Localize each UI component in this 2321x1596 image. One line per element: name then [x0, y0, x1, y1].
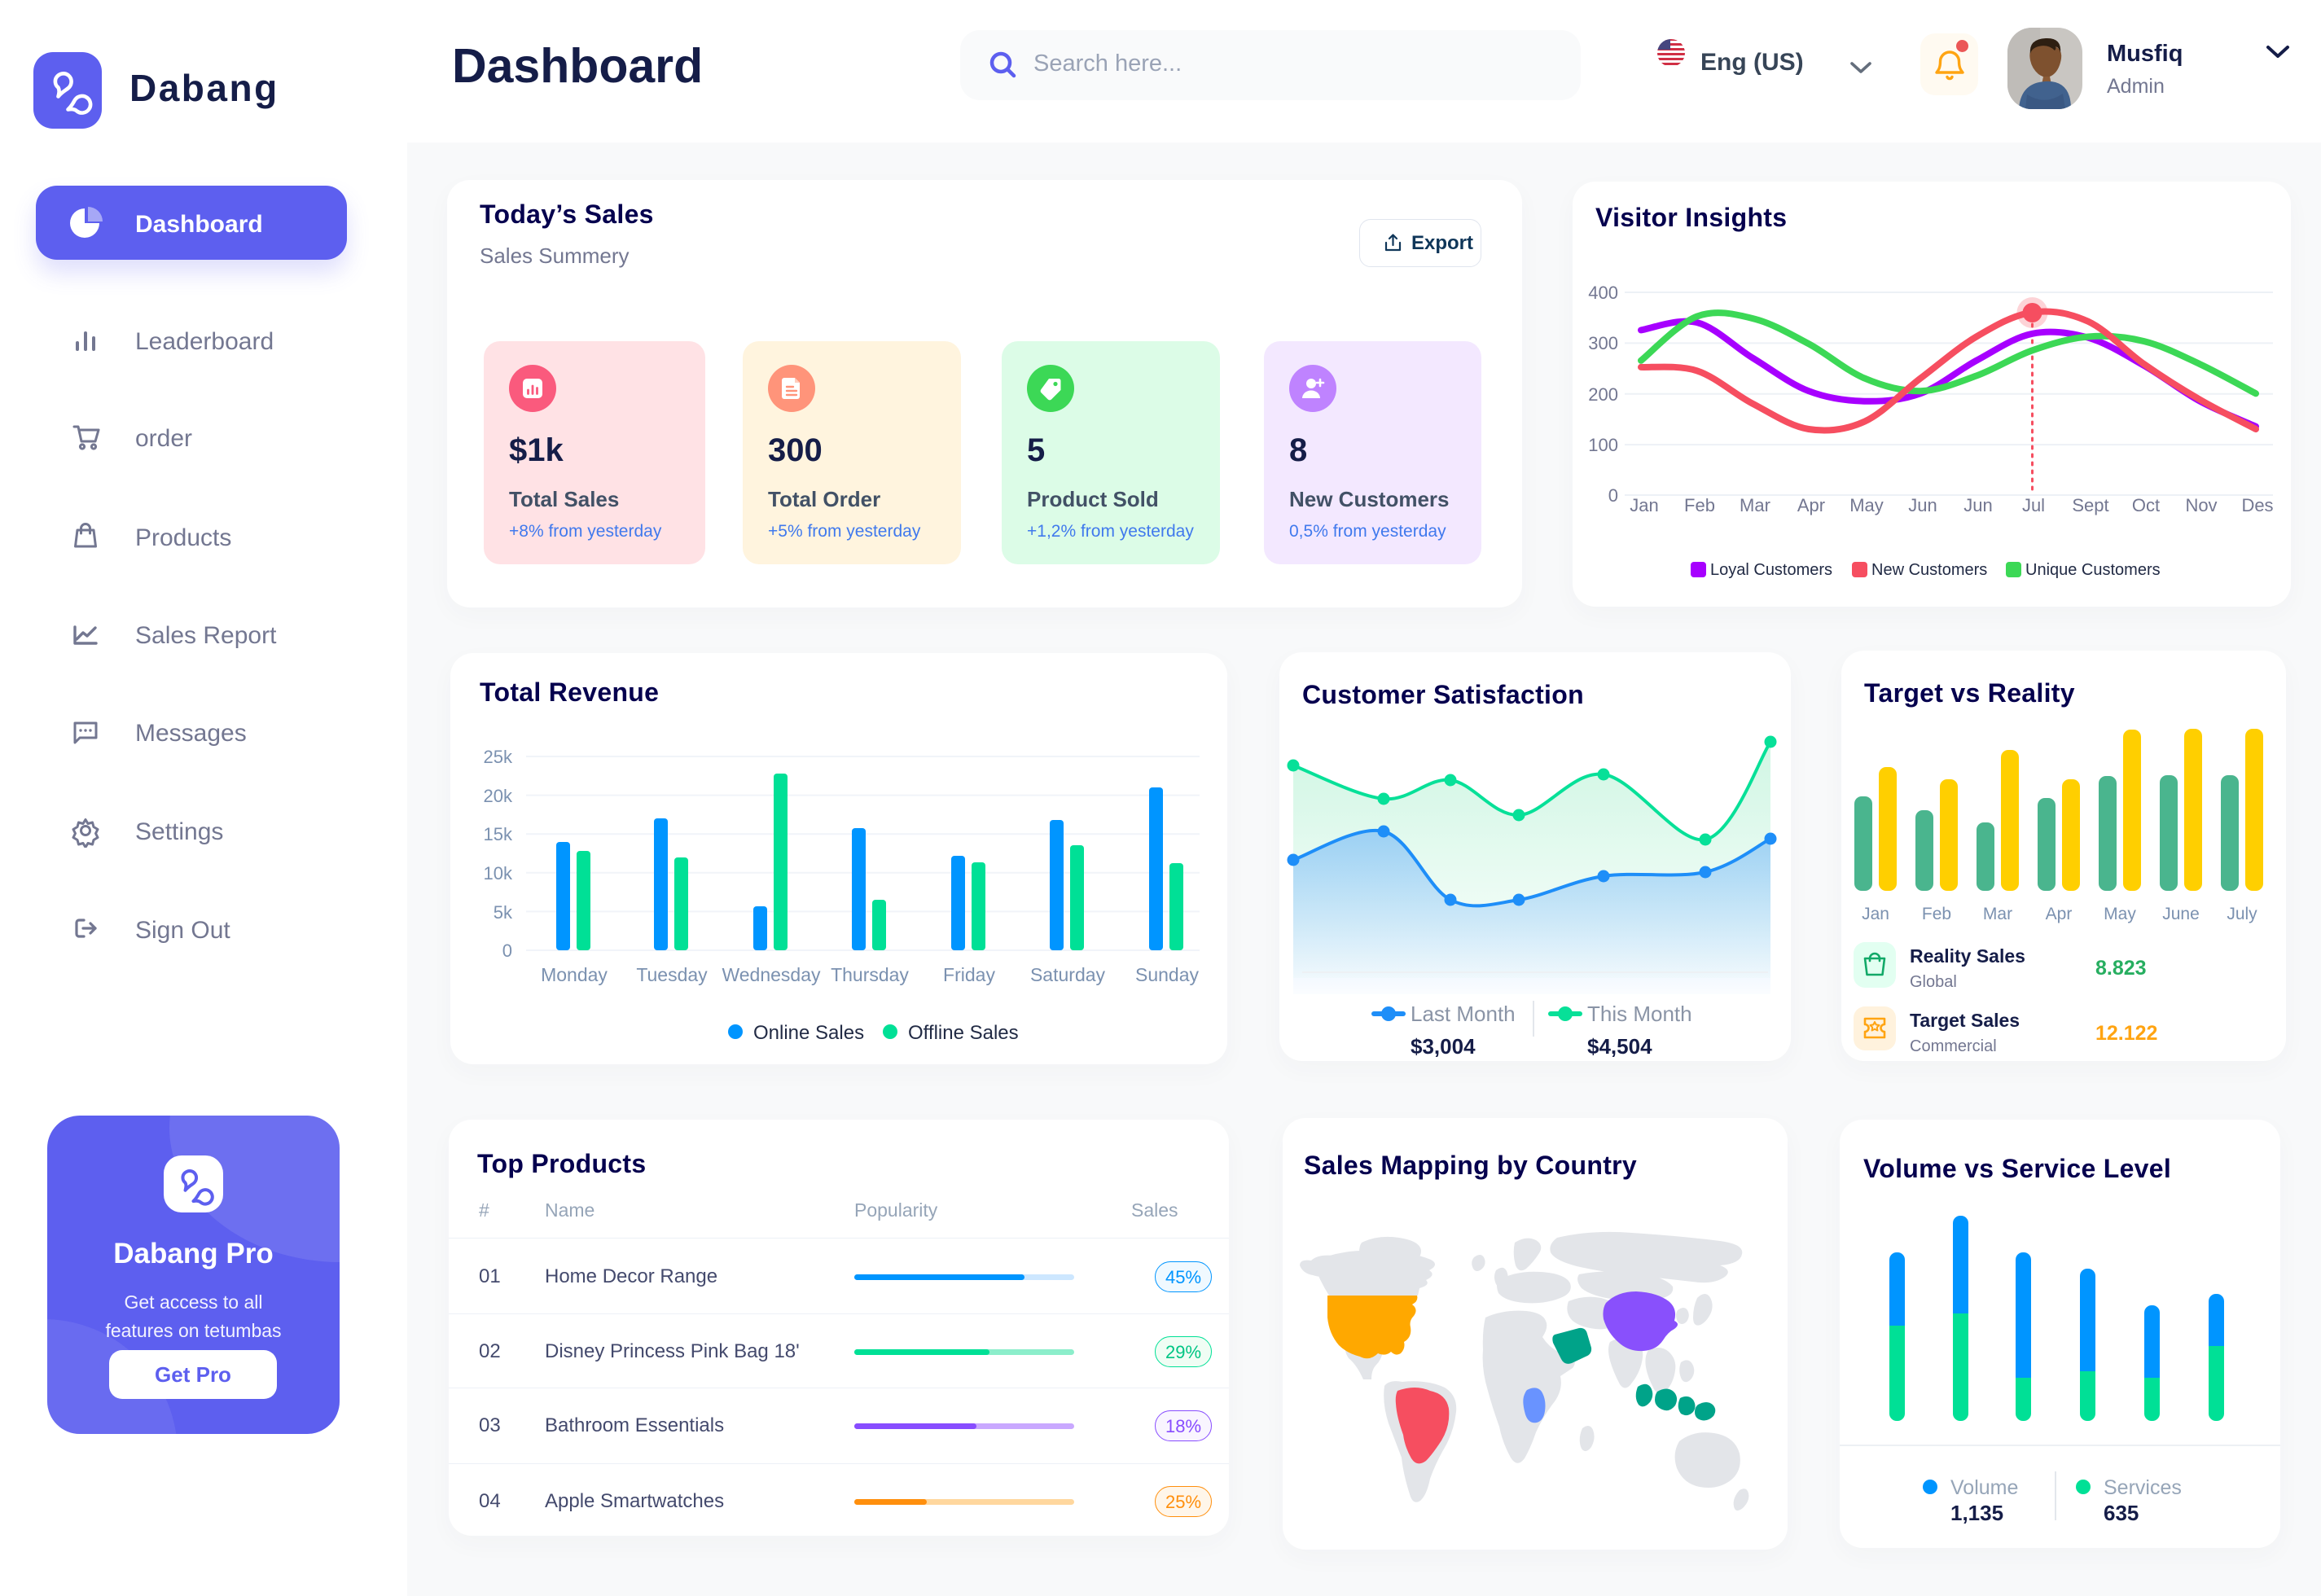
svg-text:Jun: Jun	[1908, 495, 1937, 515]
svg-text:5k: 5k	[494, 902, 513, 923]
svg-text:Des: Des	[2241, 495, 2273, 515]
svg-text:Mar: Mar	[1983, 905, 2012, 923]
svg-text:20k: 20k	[484, 786, 513, 806]
svg-text:Monday: Monday	[541, 964, 608, 985]
svg-text:May: May	[2104, 905, 2136, 923]
svg-text:Volume: Volume	[1950, 1476, 2018, 1499]
svg-text:15k: 15k	[484, 824, 513, 844]
svg-text:400: 400	[1588, 283, 1618, 303]
svg-text:Jun: Jun	[1963, 495, 1992, 515]
svg-text:Offline Sales: Offline Sales	[908, 1022, 1019, 1044]
svg-text:$4,504: $4,504	[1587, 1034, 1652, 1059]
svg-text:Jul: Jul	[2022, 495, 2045, 515]
svg-text:300: 300	[1588, 333, 1618, 353]
svg-text:100: 100	[1588, 435, 1618, 455]
svg-text:1,135: 1,135	[1950, 1501, 2003, 1525]
svg-text:This Month: This Month	[1587, 1002, 1692, 1026]
svg-text:Last Month: Last Month	[1411, 1002, 1516, 1026]
svg-text:Services: Services	[2104, 1476, 2182, 1499]
svg-text:25k: 25k	[484, 747, 513, 767]
svg-text:8.823: 8.823	[2095, 957, 2147, 980]
svg-text:Wednesday: Wednesday	[722, 964, 821, 985]
svg-text:Global: Global	[1910, 973, 1957, 991]
svg-text:Jan: Jan	[1630, 495, 1658, 515]
svg-text:Saturday: Saturday	[1030, 964, 1106, 985]
svg-text:June: June	[2162, 905, 2200, 923]
svg-text:Feb: Feb	[1922, 905, 1951, 923]
svg-text:Apr: Apr	[2046, 905, 2073, 923]
svg-text:Sept: Sept	[2072, 495, 2108, 515]
svg-text:Oct: Oct	[2132, 495, 2160, 515]
svg-text:Thursday: Thursday	[831, 964, 909, 985]
svg-text:Loyal Customers: Loyal Customers	[1710, 561, 1832, 579]
svg-text:200: 200	[1588, 384, 1618, 405]
svg-text:Online Sales: Online Sales	[753, 1022, 864, 1044]
svg-text:Commercial: Commercial	[1910, 1037, 1997, 1055]
svg-text:635: 635	[2104, 1501, 2139, 1525]
svg-text:Sunday: Sunday	[1135, 964, 1200, 985]
svg-text:Apr: Apr	[1797, 495, 1825, 515]
svg-text:0: 0	[502, 940, 512, 961]
svg-text:Reality Sales: Reality Sales	[1910, 945, 2025, 967]
svg-text:Unique Customers: Unique Customers	[2025, 561, 2161, 579]
svg-text:0: 0	[1608, 485, 1618, 506]
svg-text:Feb: Feb	[1684, 495, 1715, 515]
svg-text:May: May	[1849, 495, 1884, 515]
svg-text:$3,004: $3,004	[1411, 1034, 1476, 1059]
svg-text:Jan: Jan	[1862, 905, 1889, 923]
svg-text:Mar: Mar	[1740, 495, 1770, 515]
svg-text:Friday: Friday	[943, 964, 995, 985]
svg-text:Nov: Nov	[2185, 495, 2217, 515]
svg-text:10k: 10k	[484, 863, 513, 884]
svg-text:New Customers: New Customers	[1871, 561, 1987, 579]
svg-text:12.122: 12.122	[2095, 1022, 2157, 1045]
svg-text:Tuesday: Tuesday	[636, 964, 708, 985]
svg-text:Target Sales: Target Sales	[1910, 1010, 2020, 1031]
svg-text:July: July	[2227, 905, 2257, 923]
